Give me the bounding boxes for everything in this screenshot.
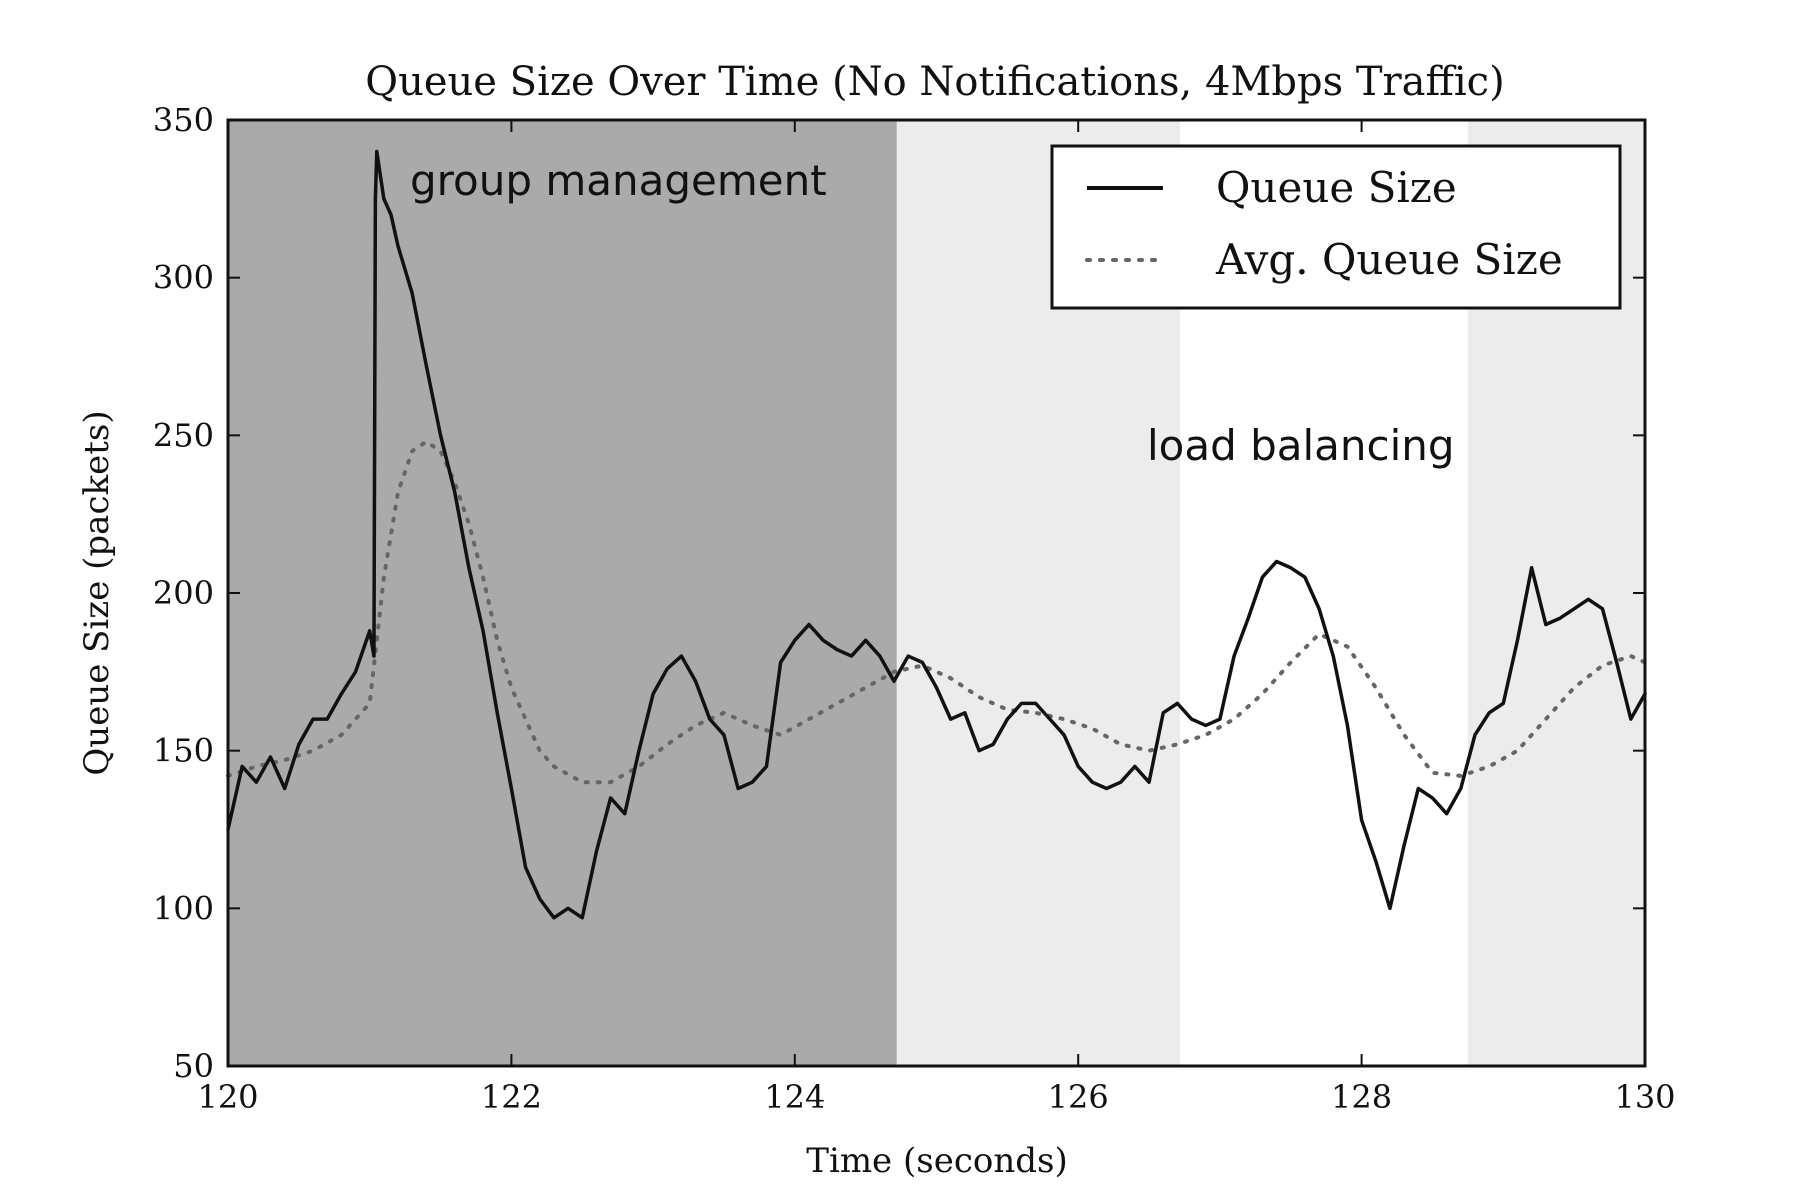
y-tick-label: 150: [153, 732, 214, 770]
x-tick-label: 120: [197, 1078, 258, 1116]
axis-ticks: [227, 119, 1646, 1067]
x-tick-label: 128: [1331, 1078, 1392, 1116]
x-tick-label: 122: [481, 1078, 542, 1116]
axis-tick-labels: 120 122 124 126 128 130 50 100 150 200 250 300 350: [153, 101, 1676, 1116]
legend-label-avg-queue-size: Avg. Queue Size: [1215, 235, 1563, 284]
x-axis-label: Time (seconds): [806, 1141, 1067, 1181]
series-layer: [226, 149, 1647, 920]
series-line-queue-size: [226, 149, 1647, 920]
x-tick-label: 126: [1048, 1078, 1109, 1116]
legend-box: [1050, 144, 1622, 310]
series-line-avg-queue-size: [226, 439, 1647, 785]
region-band-0: [228, 120, 897, 1066]
region-label-group-management: group management: [410, 156, 827, 205]
y-tick-label: 350: [153, 101, 214, 139]
legend: Queue Size Avg. Queue Size: [1050, 144, 1622, 310]
y-tick-label: 250: [153, 416, 214, 454]
legend-label-queue-size: Queue Size: [1216, 163, 1457, 212]
x-tick-label: 130: [1614, 1078, 1675, 1116]
y-tick-label: 300: [153, 259, 214, 297]
y-tick-label: 200: [153, 574, 214, 612]
chart-title: Queue Size Over Time (No Notifications, …: [365, 59, 1504, 105]
y-axis-label: Queue Size (packets): [77, 410, 117, 775]
x-tick-label: 124: [764, 1078, 825, 1116]
y-tick-label: 100: [153, 889, 214, 927]
y-tick-label: 50: [173, 1047, 214, 1085]
region-label-load-balancing: load balancing: [1147, 421, 1455, 470]
